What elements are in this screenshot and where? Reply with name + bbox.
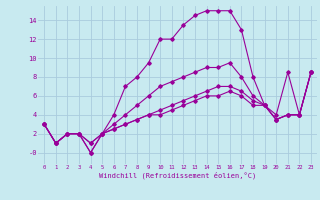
X-axis label: Windchill (Refroidissement éolien,°C): Windchill (Refroidissement éolien,°C) bbox=[99, 172, 256, 179]
